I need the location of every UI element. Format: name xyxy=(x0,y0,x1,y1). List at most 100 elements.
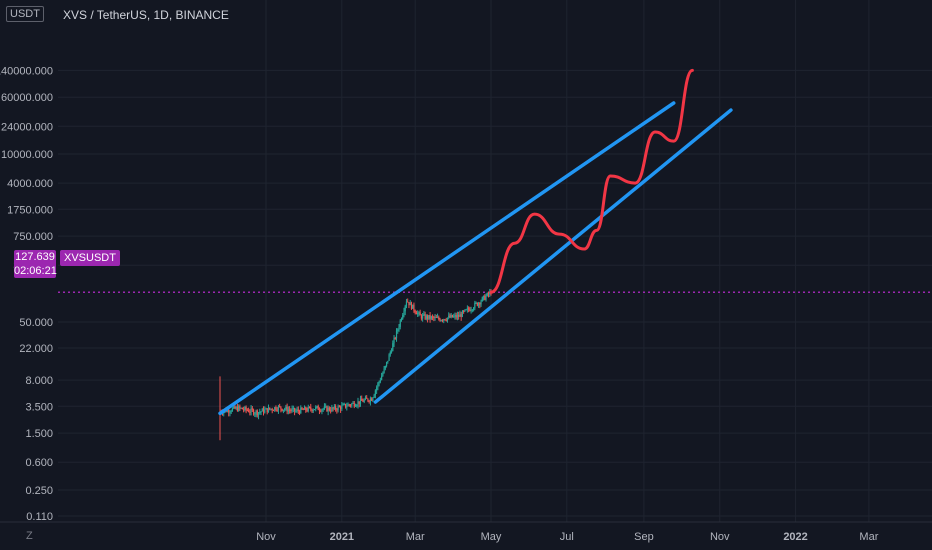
candle-body xyxy=(464,309,466,312)
candle-body xyxy=(407,301,409,303)
candle-body xyxy=(449,315,451,318)
candle-body xyxy=(372,397,374,401)
candle-body xyxy=(352,402,354,404)
candle-body xyxy=(463,310,465,312)
candle-body xyxy=(409,302,411,306)
candle-body xyxy=(311,409,313,412)
candle-body xyxy=(403,311,405,315)
candle-body xyxy=(474,302,476,309)
candle-body xyxy=(419,312,421,316)
candle-body xyxy=(377,383,379,388)
candle-body xyxy=(425,315,427,319)
candle-body xyxy=(285,406,287,410)
candle-body xyxy=(260,411,262,413)
candle-body xyxy=(390,351,393,353)
candle-body xyxy=(320,410,322,412)
candle-body xyxy=(366,397,368,399)
auto-scale-toggle[interactable]: Z xyxy=(26,530,33,542)
y-tick-label: 0.110 xyxy=(26,511,53,523)
candle-body xyxy=(257,412,260,416)
candle-body xyxy=(316,406,318,408)
candle-body xyxy=(480,301,482,305)
candle-body xyxy=(305,407,307,411)
y-tick-label: 1750.000 xyxy=(7,204,53,216)
candle-body xyxy=(233,406,235,409)
candle-body xyxy=(422,315,424,319)
candle-body xyxy=(413,304,415,311)
candle-body xyxy=(238,406,240,411)
candle-body xyxy=(450,314,452,318)
candle-body xyxy=(379,379,381,382)
candle-body xyxy=(279,406,281,408)
candle-body xyxy=(433,316,435,318)
channel-lower-line xyxy=(373,108,733,404)
candle-body xyxy=(420,315,422,319)
candle-body xyxy=(302,409,304,411)
candle-body xyxy=(446,317,449,321)
candle-body xyxy=(301,407,303,410)
candle-body xyxy=(326,406,328,412)
candle-body xyxy=(338,406,340,408)
candle-body xyxy=(430,316,432,319)
candle-body xyxy=(389,351,391,355)
y-tick-label: 0.250 xyxy=(25,485,53,497)
chart-title: XVS / TetherUS, 1D, BINANCE xyxy=(63,8,229,22)
x-tick-label: May xyxy=(481,531,502,543)
candle-body xyxy=(284,409,286,411)
candle-body xyxy=(469,309,471,311)
candle-body xyxy=(337,406,339,411)
candle-body xyxy=(307,406,309,411)
y-tick-label: 50.000 xyxy=(19,317,53,329)
candle-body xyxy=(456,314,459,318)
candle-body xyxy=(293,407,296,412)
candle-body xyxy=(376,387,378,391)
candle-body xyxy=(486,292,488,296)
candle-body xyxy=(453,316,455,318)
candle-body xyxy=(471,309,473,311)
candle-body xyxy=(440,320,442,322)
candle-body xyxy=(371,398,373,401)
candle-body xyxy=(465,309,467,311)
candle-body xyxy=(368,400,370,402)
x-tick-label: Nov xyxy=(710,531,730,543)
y-tick-label: 8.000 xyxy=(25,375,53,387)
candle-body xyxy=(397,329,399,331)
candle-body xyxy=(438,317,440,320)
candle-body xyxy=(272,410,275,412)
x-tick-label: 2021 xyxy=(330,531,354,543)
candle-body xyxy=(476,302,478,306)
candle-body xyxy=(402,314,404,320)
candle-body xyxy=(231,408,234,412)
candle-body xyxy=(427,315,429,319)
candle-body xyxy=(297,409,299,412)
y-tick-label: 140000.000 xyxy=(0,65,53,77)
candle-body xyxy=(306,410,308,412)
candle-body xyxy=(398,326,400,330)
candle-body xyxy=(468,308,470,310)
y-tick-label: 10000.000 xyxy=(1,149,53,161)
candle-body xyxy=(359,398,362,404)
candle-body xyxy=(287,409,289,412)
candle-body xyxy=(405,301,408,306)
candle-body xyxy=(325,406,327,408)
candle-body xyxy=(310,407,312,410)
candle-body xyxy=(275,407,277,410)
candle-body xyxy=(264,409,266,413)
candle-body xyxy=(363,399,365,402)
candle-body xyxy=(229,411,231,413)
candle-body xyxy=(241,407,243,410)
y-tick-label: 0.600 xyxy=(25,457,53,469)
candle-body xyxy=(351,403,353,406)
candle-body xyxy=(378,381,380,384)
candle-body xyxy=(255,410,257,414)
candle-body xyxy=(328,407,330,411)
y-tick-label: 1.500 xyxy=(25,428,53,440)
candle-body xyxy=(346,406,348,408)
candle-body xyxy=(252,409,255,415)
candle-body xyxy=(290,410,292,412)
candle-body xyxy=(357,401,359,406)
candle-body xyxy=(439,319,441,321)
x-tick-label: Sep xyxy=(634,531,654,543)
